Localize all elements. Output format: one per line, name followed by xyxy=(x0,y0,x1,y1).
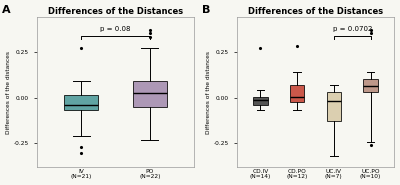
PathPatch shape xyxy=(290,85,304,102)
PathPatch shape xyxy=(253,97,268,105)
Text: p = 0.08: p = 0.08 xyxy=(100,26,131,32)
Title: Differences of the Distances: Differences of the Distances xyxy=(48,7,183,16)
Title: Differences of the Distances: Differences of the Distances xyxy=(248,7,383,16)
PathPatch shape xyxy=(363,79,378,92)
PathPatch shape xyxy=(64,95,98,110)
PathPatch shape xyxy=(133,81,167,107)
Y-axis label: Differences of the distances: Differences of the distances xyxy=(6,51,11,134)
Text: p = 0.0702: p = 0.0702 xyxy=(332,26,372,32)
Text: B: B xyxy=(202,5,210,15)
PathPatch shape xyxy=(326,92,341,121)
Text: A: A xyxy=(2,5,10,15)
Y-axis label: Differences of the distances: Differences of the distances xyxy=(206,51,211,134)
